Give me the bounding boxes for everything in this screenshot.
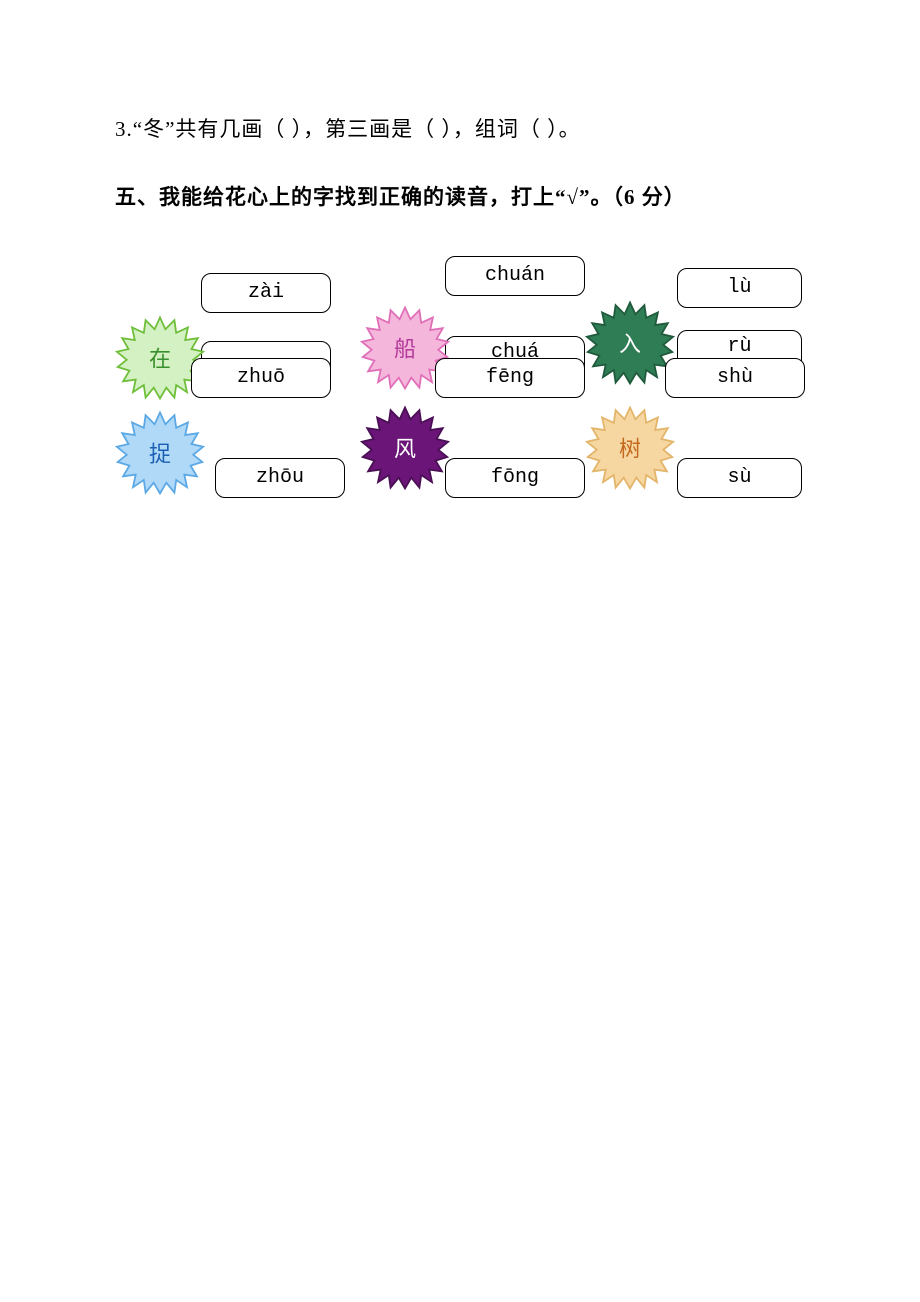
q3-seg2: ），第三画是（	[292, 117, 436, 141]
pinyin-ru-top: lù	[677, 268, 802, 308]
pinyin-ru-bot: sù	[677, 458, 802, 498]
pinyin-chuan-top: chuán	[445, 256, 585, 296]
star-zhuo: 捉	[115, 408, 205, 498]
section-5-heading: 五、我能给花心上的字找到正确的读音，打上“√”。（6 分）	[115, 178, 805, 218]
pinyin-zai-mid: zhuō	[191, 358, 331, 398]
star-label-shu: 树	[619, 431, 641, 463]
q3-char: “冬”	[133, 117, 176, 141]
page: 3.“冬”共有几画（ ），第三画是（ ），组词（ ）。 五、我能给花心上的字找到…	[0, 0, 920, 1302]
star-label-zai: 在	[149, 341, 171, 373]
q3-seg3: ），组词（	[441, 117, 541, 141]
pinyin-zai-top: zài	[201, 273, 331, 313]
star-ru: 入	[585, 298, 675, 388]
q3-seg1: 共有几画（	[175, 117, 285, 141]
pinyin-chuan-mid: fēng	[435, 358, 585, 398]
question-3: 3.“冬”共有几画（ ），第三画是（ ），组词（ ）。	[115, 110, 805, 150]
q3-prefix: 3.	[115, 117, 133, 141]
pinyin-ru-mid: shù	[665, 358, 805, 398]
q3-seg4: ）。	[547, 117, 581, 141]
star-label-feng: 风	[394, 431, 416, 463]
star-feng: 风	[360, 403, 450, 493]
star-label-zhuo: 捉	[149, 436, 171, 468]
pinyin-zai-bot: zhōu	[215, 458, 345, 498]
star-label-chuan: 船	[394, 331, 416, 363]
star-shu: 树	[585, 403, 675, 493]
exercise-area: zàichuánchuálùrù在捉船风入树zhuōzhōufēngfōngsh…	[115, 248, 805, 568]
pinyin-chuan-bot: fōng	[445, 458, 585, 498]
star-label-ru: 入	[619, 326, 641, 358]
